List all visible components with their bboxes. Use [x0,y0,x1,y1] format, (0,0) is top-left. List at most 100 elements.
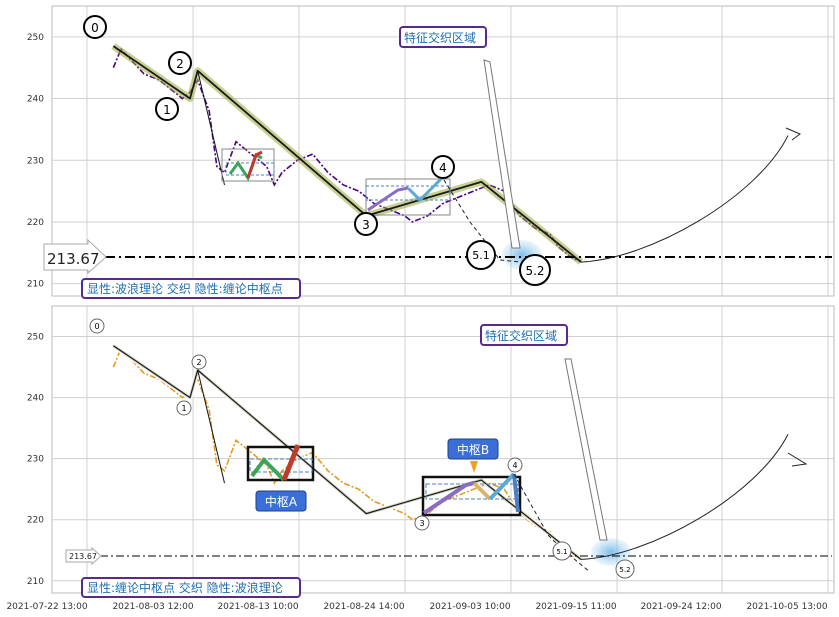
bot-ytick-3: 240 [27,394,44,404]
top-hub-a [221,148,275,182]
bottom-wave-label-4-text: 4 [512,461,517,470]
top-wave-label-0: 0 [83,15,107,39]
bottom-hub-b [421,472,522,517]
bot-wave-inner-leg [197,370,225,484]
bottom-intersection-glow [591,538,631,566]
top-hub-b-blue-leg [406,176,444,203]
top-hub-b-purple-leg [367,186,409,212]
bottom-hub-b-tan-leg [472,481,492,501]
bottom-wave-label-5-2: 5.2 [615,559,635,579]
bottom-hub-b-purple-leg [422,481,475,515]
bot-xtick-0: 2021-07-22 13:00 [6,602,87,612]
bottom-wave-label-2-text: 2 [196,358,201,367]
bot-ytick-2: 230 [27,455,44,465]
top-caption-box [81,278,301,299]
bottom-hub-a [246,444,315,482]
top-y-ticks: 210 220 230 240 250 [27,33,44,290]
bottom-wave-label-2: 2 [191,354,207,370]
bottom-hub-b-blue-leg [488,472,516,501]
top-ytick-3: 240 [27,95,44,105]
top-wave-label-5-2: 5.2 [519,254,551,286]
bottom-hub-a-inner [249,458,313,473]
bottom-5-1-dashes [513,473,591,573]
bot-xtick-1: 2021-08-03 12:00 [112,602,193,612]
bot-xtick-3: 2021-08-24 14:00 [323,602,404,612]
top-wave-label-3-text: 3 [362,218,370,232]
bottom-hub-b-box [421,475,522,517]
bottom-annotation-pointer [564,358,608,541]
bottom-wave-label-3: 3 [414,515,430,531]
bottom-hub-a-green-leg [250,456,286,482]
hub-b-pointer [470,461,478,473]
top-ytick-0: 210 [27,280,44,290]
top-wave-label-5-2-text: 5.2 [525,264,544,278]
bottom-annotation-text: 特征交织区域 [485,328,557,343]
top-hub-b [365,176,451,216]
top-wave-label-2: 2 [168,51,192,75]
hub-a-label: 中枢A [265,494,298,509]
bottom-caption-text: 显性:缠论中枢点 交织 隐性:波浪理论 [87,580,283,595]
bot-xtick-7: 2021-10-05 13:00 [746,602,827,612]
top-hub-a-red-leg [246,150,263,179]
bot-ytick-4: 250 [27,333,44,343]
top-wave-label-4: 4 [431,155,455,179]
top-wave-series [111,43,584,265]
bottom-y-ticks: 210 220 230 240 250 [27,333,44,587]
bottom-projection-curve [580,434,789,560]
top-ytick-2: 230 [27,156,44,166]
top-ytick-4: 250 [27,33,44,43]
top-wave-label-3: 3 [354,212,378,236]
bottom-wave-label-4: 4 [507,457,523,473]
bottom-plot-area [51,305,835,594]
bottom-wave-label-0-text: 0 [94,322,99,331]
hub-b-label: 中枢B [457,442,489,457]
bottom-x-ticks: 2021-07-22 13:00 2021-08-03 12:00 2021-08-… [6,602,827,612]
bottom-wave-label-5-2-text: 5.2 [619,566,630,574]
bottom-wave-label-3-text: 3 [419,519,424,528]
top-wave-line [112,45,582,263]
hub-b-pill [447,438,499,460]
top-level-tag [43,238,107,275]
bottom-wave-label-5-1: 5.1 [552,541,572,561]
top-annotation-text: 特征交织区域 [404,30,476,45]
top-wave-label-1: 1 [155,97,179,121]
bot-xtick-5: 2021-09-15 11:00 [535,602,616,612]
bot-xtick-2: 2021-08-13 10:00 [217,602,298,612]
top-wave-label-4-text: 4 [439,161,447,175]
bot-ytick-0: 210 [27,577,44,587]
top-wave-label-0-text: 0 [91,21,99,35]
top-wave-inner-leg [197,70,225,186]
bot-xtick-6: 2021-09-24 12:00 [640,602,721,612]
bottom-hub-a-red-leg [281,444,301,481]
top-wave-label-1-text: 1 [163,103,171,117]
top-plot-area [51,5,835,297]
bottom-level-label: 213.67 [69,552,97,561]
top-wave-label-5-1: 5.1 [466,240,496,270]
top-projection-curve [580,135,789,263]
bot-xtick-4: 2021-09-03 10:00 [429,602,510,612]
top-projection-arrowhead [785,127,801,141]
bottom-grid [52,306,834,593]
bottom-caption-box [81,577,301,598]
bottom-level-tag [65,546,102,566]
bot-ytick-1: 220 [27,516,44,526]
bottom-hub-a-box [246,445,315,482]
bottom-wave-label-0: 0 [89,318,105,334]
top-ytick-1: 220 [27,218,44,228]
bottom-annotation-box [480,324,568,346]
bottom-projection-arrowhead [787,452,808,467]
bottom-hub-b-down-leg [512,473,520,513]
top-level-label: 213.67 [47,250,100,268]
top-wave-label-2-text: 2 [176,57,184,71]
top-hub-b-inner [365,185,451,201]
hub-a-pill [255,490,307,512]
top-wave-label-5-1-text: 5.1 [472,249,490,262]
bottom-wave-label-1-text: 1 [181,404,186,413]
top-annotation-box [399,26,487,48]
bottom-wave-label-5-1-text: 5.1 [556,548,567,556]
top-caption-text: 显性:波浪理论 交织 隐性:缠论中枢点 [87,281,283,296]
top-annotation-pointer [483,59,521,249]
